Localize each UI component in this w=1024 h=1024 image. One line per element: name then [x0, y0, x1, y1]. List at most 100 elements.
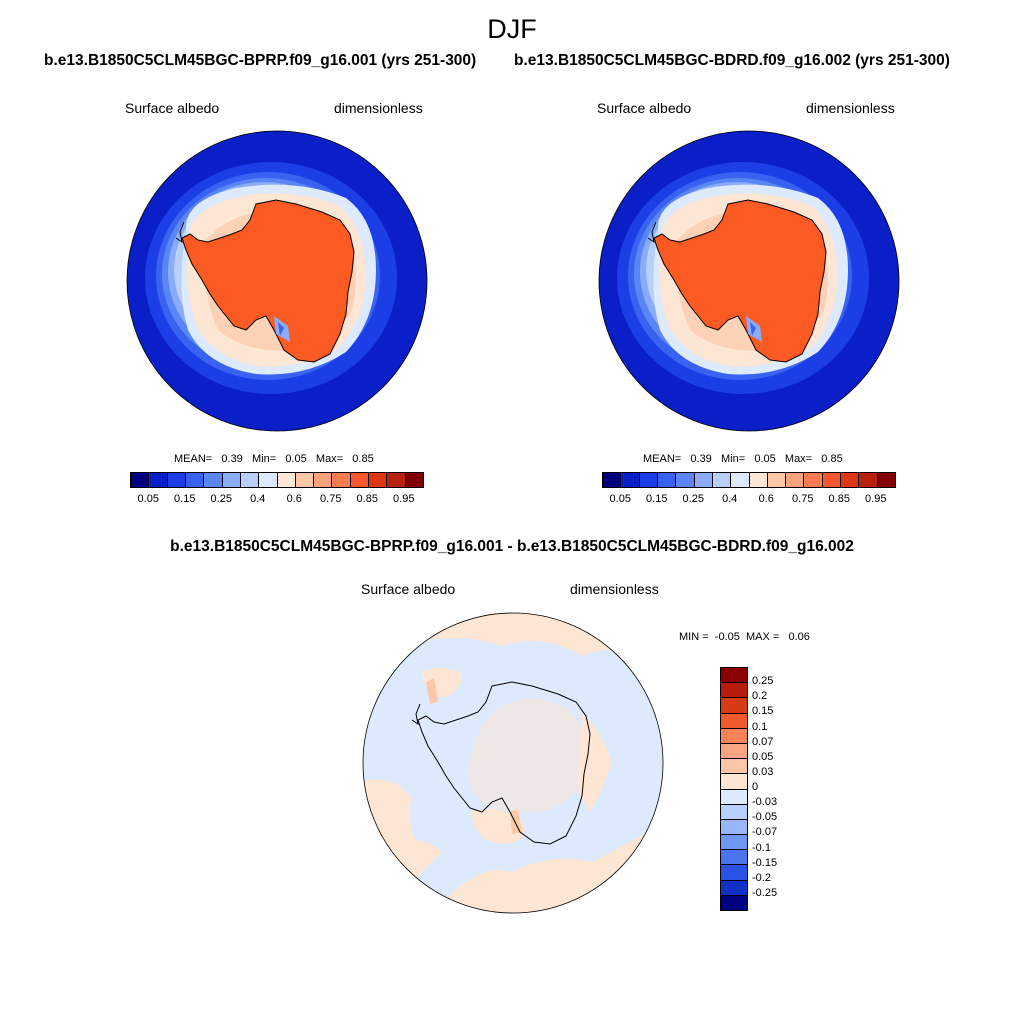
colorbar-swatch [822, 473, 842, 487]
mean-label: MEAN= [643, 453, 682, 465]
difference-units-label: dimensionless [570, 581, 659, 597]
difference-colorbar [720, 667, 748, 911]
left-panel-variable-label: Surface albedo [125, 100, 220, 116]
colorbar-swatch [259, 473, 278, 487]
colorbar-swatch [721, 895, 747, 910]
albedo-field [127, 131, 427, 431]
colorbar-swatch [721, 819, 747, 836]
colorbar-swatch [731, 473, 750, 487]
colorbar-swatch [369, 473, 388, 487]
colorbar-swatch [767, 473, 787, 487]
colorbar-swatch [721, 865, 747, 881]
colorbar-tick-label: 0.2 [752, 690, 768, 703]
left-panel-units-label: dimensionless [334, 100, 423, 116]
plot-title: DJF [487, 14, 537, 44]
colorbar-tick-label: 0.75 [320, 493, 342, 505]
max-value: 0.85 [352, 453, 374, 465]
left-colorbar [130, 472, 424, 488]
colorbar-tick-label: 0.05 [752, 750, 774, 763]
colorbar-swatch [786, 473, 805, 487]
mean-label: MEAN= [174, 453, 213, 465]
right-panel-stats: MEAN= 0.39 Min= 0.05 Max= 0.85 [643, 453, 843, 465]
min-value: 0.05 [285, 453, 307, 465]
colorbar-tick-label: 0.6 [758, 493, 774, 505]
colorbar-tick-label: 0.15 [174, 493, 196, 505]
colorbar-tick-label: 0.03 [752, 765, 774, 778]
colorbar-tick-label: 0.1 [752, 720, 768, 733]
difference-variable-label: Surface albedo [361, 581, 456, 597]
colorbar-swatch [721, 698, 747, 714]
colorbar-tick-label: 0.05 [137, 493, 159, 505]
right-colorbar [602, 472, 896, 488]
colorbar-swatch [694, 473, 713, 487]
colorbar-swatch [721, 804, 747, 820]
colorbar-swatch [621, 473, 640, 487]
colorbar-tick-label: 0.85 [356, 493, 378, 505]
right-panel-units-label: dimensionless [806, 100, 895, 116]
colorbar-tick-label: -0.05 [752, 811, 778, 824]
difference-title: b.e13.B1850C5CLM45BGC-BPRP.f09_g16.001 -… [170, 538, 854, 555]
right-panel-variable-label: Surface albedo [597, 100, 692, 116]
colorbar-tick-label: 0.25 [210, 493, 232, 505]
colorbar-swatch [721, 789, 747, 805]
colorbar-swatch [804, 473, 823, 487]
diff-min-label: MIN = [679, 631, 709, 643]
colorbar-tick-label: 0.07 [752, 735, 774, 748]
colorbar-tick-label: 0.15 [646, 493, 668, 505]
colorbar-swatch [721, 759, 747, 775]
colorbar-tick-label: 0.15 [752, 705, 774, 718]
colorbar-tick-label: 0.85 [828, 493, 850, 505]
colorbar-swatch [332, 473, 351, 487]
colorbar-tick-label: -0.2 [752, 871, 771, 884]
diff-min-value: -0.05 [714, 631, 740, 643]
colorbar-swatch [721, 683, 747, 699]
colorbar-swatch [295, 473, 315, 487]
colorbar-swatch [185, 473, 205, 487]
case-title-right: b.e13.B1850C5CLM45BGC-BDRD.f09_g16.002 (… [514, 52, 950, 69]
colorbar-swatch [721, 774, 747, 790]
colorbar-swatch [405, 473, 423, 487]
colorbar-swatch [721, 668, 747, 684]
colorbar-tick-label: 0.25 [752, 675, 774, 688]
albedo-difference-field [363, 613, 663, 913]
colorbar-tick-label: -0.07 [752, 826, 778, 839]
colorbar-swatch [131, 473, 150, 487]
colorbar-tick-label: 0.4 [722, 493, 738, 505]
colorbar-swatch [721, 850, 747, 866]
mean-value: 0.39 [690, 453, 712, 465]
colorbar-tick-label: 0.4 [250, 493, 266, 505]
colorbar-tick-label: 0 [752, 781, 759, 793]
difference-stats: MIN = -0.05 MAX = 0.06 [679, 631, 810, 643]
colorbar-swatch [712, 473, 732, 487]
left-polar-map [126, 130, 428, 432]
colorbar-swatch [603, 473, 622, 487]
colorbar-tick-label: -0.1 [752, 841, 771, 854]
colorbar-tick-label: 0.05 [609, 493, 631, 505]
max-value: 0.85 [821, 453, 843, 465]
colorbar-tick-label: -0.03 [752, 796, 778, 809]
colorbar-swatch [721, 880, 747, 896]
min-label: Min= [251, 453, 277, 465]
difference-polar-map [362, 612, 664, 914]
albedo-field [599, 131, 899, 431]
colorbar-swatch [877, 473, 895, 487]
colorbar-swatch [277, 473, 296, 487]
right-polar-map [598, 130, 900, 432]
colorbar-swatch [721, 743, 747, 760]
colorbar-swatch [167, 473, 186, 487]
min-value: 0.05 [754, 453, 776, 465]
colorbar-swatch [657, 473, 677, 487]
colorbar-swatch [222, 473, 241, 487]
diff-max-value: 0.06 [788, 631, 810, 643]
colorbar-swatch [350, 473, 370, 487]
colorbar-tick-label: 0.75 [792, 493, 814, 505]
colorbar-swatch [314, 473, 333, 487]
left-panel-stats: MEAN= 0.39 Min= 0.05 Max= 0.85 [174, 453, 374, 465]
colorbar-swatch [721, 713, 747, 729]
colorbar-swatch [859, 473, 878, 487]
mean-value: 0.39 [221, 453, 243, 465]
diff-max-label: MAX = [745, 631, 780, 643]
colorbar-tick-label: -0.25 [752, 886, 778, 899]
colorbar-tick-label: 0.95 [865, 493, 887, 505]
colorbar-swatch [749, 473, 768, 487]
